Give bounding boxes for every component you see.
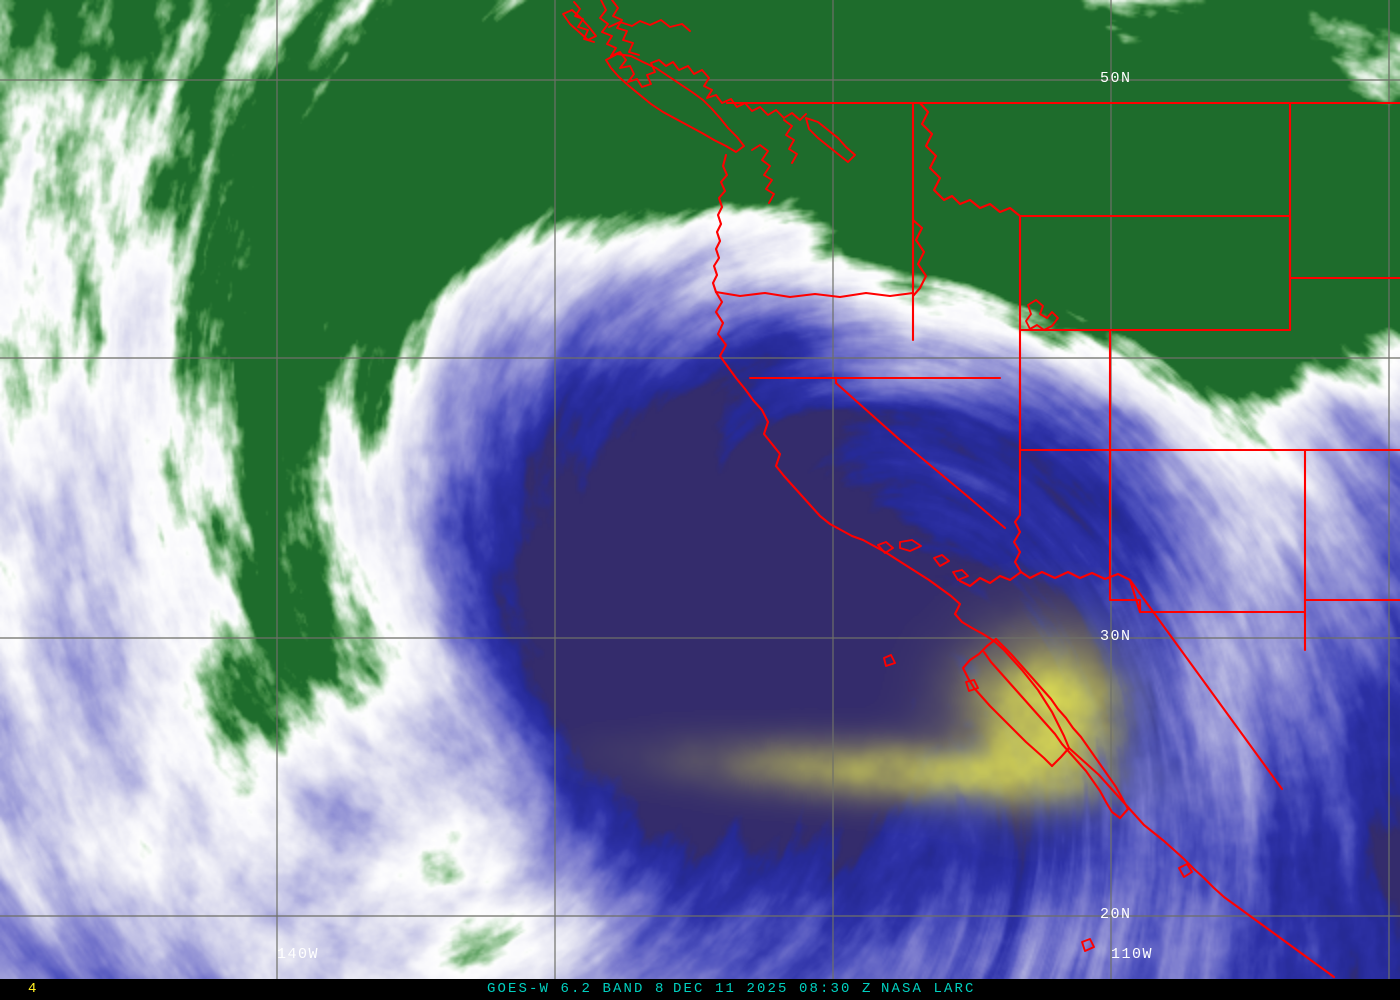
sensor-band-label: GOES-W 6.2 BAND 8 xyxy=(487,981,666,997)
frame-index-label: 4 xyxy=(28,981,37,997)
water-vapor-raster xyxy=(0,0,1400,979)
timestamp-label: DEC 11 2025 08:30 Z xyxy=(673,981,873,997)
satellite-image-panel[interactable]: 50N 30N 20N 140W 110W xyxy=(0,0,1400,979)
agency-label: NASA LARC xyxy=(881,981,976,997)
status-bar: 4 GOES-W 6.2 BAND 8 DEC 11 2025 08:30 Z … xyxy=(0,979,1400,1000)
